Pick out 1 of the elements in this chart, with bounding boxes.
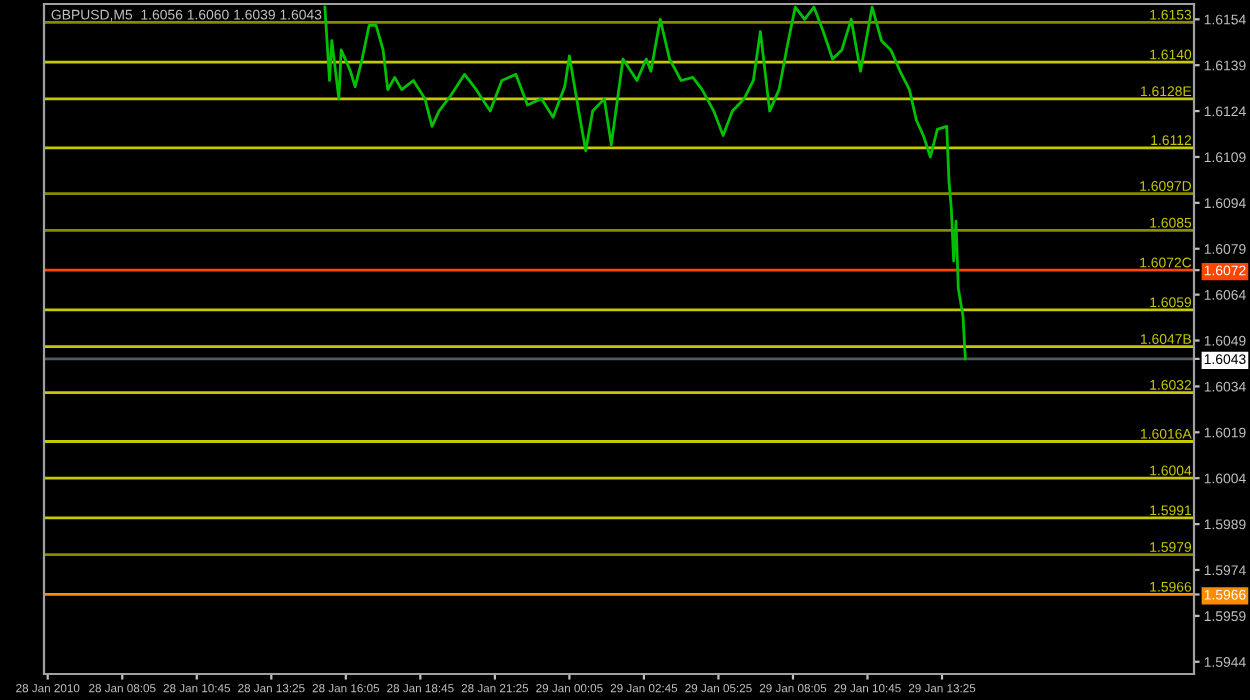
line-series [323, 5, 967, 361]
